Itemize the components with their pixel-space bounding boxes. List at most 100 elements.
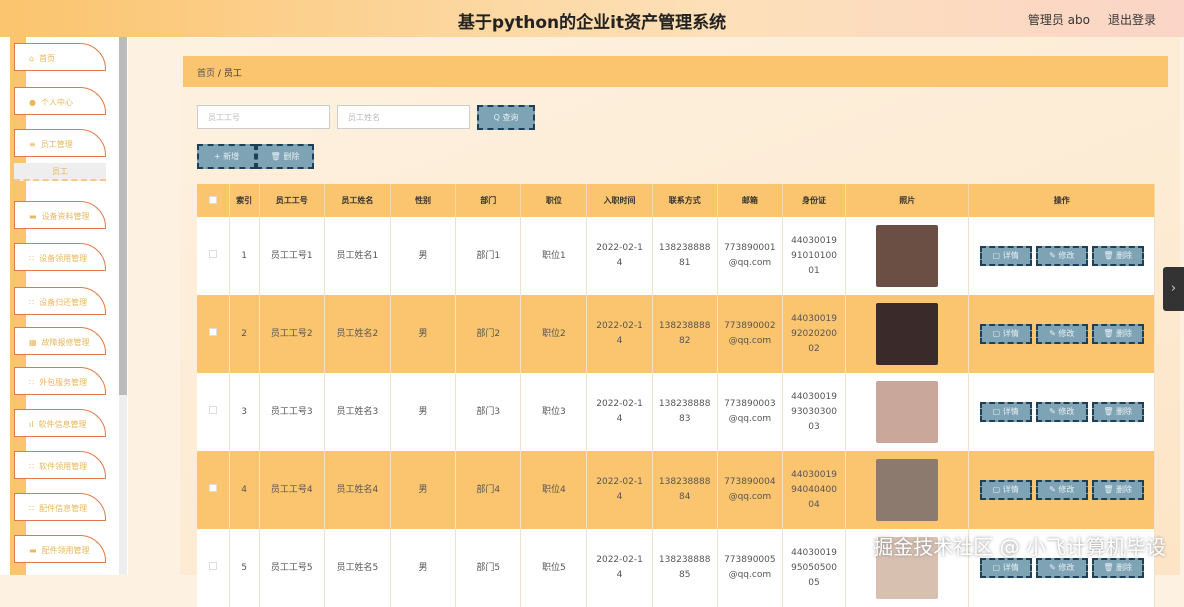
- column-header[interactable]: 员工姓名: [324, 184, 391, 217]
- employee-photo: [876, 225, 939, 287]
- sidebar-item-9[interactable]: ∷ 软件领用管理: [14, 451, 106, 479]
- delete-button[interactable]: 🗑 删除: [1091, 246, 1144, 266]
- cell-name: 员工姓名5: [324, 529, 391, 607]
- search-button[interactable]: Q 查询: [477, 105, 535, 130]
- sidebar-item-label: 设备归还管理: [39, 298, 88, 307]
- row-select-cell[interactable]: [197, 373, 230, 451]
- top-header: 基于python的企业it资产管理系统 管理员 abo 退出登录: [0, 0, 1184, 37]
- sidebar-item-8[interactable]: ıl 软件信息管理: [14, 409, 106, 437]
- breadcrumb: 首页 / 员工: [183, 56, 1168, 87]
- add-button[interactable]: + 新增: [197, 144, 256, 169]
- device-icon: ▬: [29, 546, 37, 555]
- sidebar-item-5[interactable]: ∷ 设备归还管理: [14, 287, 106, 315]
- logout-link[interactable]: 退出登录: [1107, 13, 1156, 27]
- cell-name: 员工姓名2: [324, 295, 391, 373]
- sidebar-item-11[interactable]: ▬ 配件领用管理: [14, 535, 106, 563]
- sidebar-item-0[interactable]: ⌂ 首页: [14, 43, 106, 71]
- column-header[interactable]: 员工工号: [259, 184, 325, 217]
- sidebar-item-label: 设备领用管理: [39, 254, 88, 263]
- column-header[interactable]: 邮箱: [717, 184, 783, 217]
- delete-button[interactable]: 🗑 删除: [1091, 558, 1144, 578]
- edit-button[interactable]: ✎ 修改: [1035, 480, 1088, 500]
- sidebar-item-3[interactable]: ▬ 设备资料管理: [14, 201, 106, 229]
- row-checkbox[interactable]: [208, 327, 217, 336]
- edit-button[interactable]: ✎ 修改: [1035, 324, 1088, 344]
- cell-idcard: 440300199101010001: [782, 217, 847, 295]
- column-header[interactable]: 部门: [455, 184, 522, 217]
- sidebar-item-6[interactable]: ▦ 故障报修管理: [14, 327, 106, 355]
- sidebar-item-4[interactable]: ∷ 设备领用管理: [14, 243, 106, 271]
- cell-phone: 13823888881: [652, 217, 718, 295]
- select-all-header[interactable]: [197, 184, 230, 217]
- cell-gender: 男: [390, 451, 457, 529]
- cell-position: 职位5: [520, 529, 588, 607]
- sidebar-item-label: 软件信息管理: [38, 420, 87, 429]
- cell-index: 5: [229, 529, 260, 607]
- detail-button[interactable]: ▢ 详情: [979, 558, 1032, 578]
- cell-name: 员工姓名4: [324, 451, 391, 529]
- cell-position: 职位4: [520, 451, 588, 529]
- breadcrumb-home[interactable]: 首页: [197, 69, 216, 79]
- employee-photo: [876, 459, 939, 521]
- cell-date: 2022-02-14: [586, 295, 653, 373]
- sidebar: ⌂ 首页 ● 个人中心 ≡ 员工管理 ▬ 设备资料管理 ∷ 设备领用管理 ∷ 设备归还管理 ▦ 故障报修管…: [0, 37, 128, 575]
- delete-button[interactable]: 🗑 删除: [1091, 480, 1144, 500]
- cell-id: 员工工号5: [259, 529, 325, 607]
- cell-actions: ▢ 详情 ✎ 修改 🗑 删除: [968, 451, 1155, 529]
- delete-button[interactable]: 🗑 删除: [1091, 324, 1144, 344]
- sidebar-scroll-thumb[interactable]: [119, 37, 127, 395]
- cell-date: 2022-02-14: [586, 529, 653, 607]
- sidebar-item-label: 首页: [39, 54, 56, 63]
- select-all-checkbox[interactable]: [208, 195, 217, 204]
- employee-name-input[interactable]: 员工姓名: [337, 105, 470, 129]
- detail-button[interactable]: ▢ 详情: [979, 402, 1032, 422]
- watermark: 掘金技术社区 @ 小飞计算机毕设: [873, 535, 1166, 559]
- cell-id: 员工工号2: [259, 295, 325, 373]
- cell-index: 1: [229, 217, 260, 295]
- column-header[interactable]: 入职时间: [586, 184, 653, 217]
- edit-button[interactable]: ✎ 修改: [1035, 402, 1088, 422]
- cell-position: 职位2: [520, 295, 588, 373]
- cell-actions: ▢ 详情 ✎ 修改 🗑 删除: [968, 295, 1155, 373]
- sidebar-item-2[interactable]: ≡ 员工管理: [14, 129, 106, 157]
- column-header: 索引: [229, 184, 260, 217]
- cell-position: 职位3: [520, 373, 588, 451]
- column-header[interactable]: 性别: [390, 184, 457, 217]
- cell-photo: [845, 295, 970, 373]
- grid-icon: ∷: [29, 504, 35, 513]
- employee-id-input[interactable]: 员工工号: [197, 105, 330, 129]
- row-select-cell[interactable]: [197, 451, 230, 529]
- edit-button[interactable]: ✎ 修改: [1035, 558, 1088, 578]
- row-checkbox[interactable]: [208, 249, 217, 258]
- row-select-cell[interactable]: [197, 529, 230, 607]
- column-header[interactable]: 身份证: [782, 184, 847, 217]
- cell-idcard: 440300199303030003: [782, 373, 847, 451]
- sidebar-item-label: 员工管理: [40, 140, 73, 149]
- row-checkbox[interactable]: [208, 561, 217, 570]
- delete-button[interactable]: 🗑 删除: [1091, 402, 1144, 422]
- sidebar-subitem-employee[interactable]: 员工: [14, 163, 106, 181]
- column-header[interactable]: 联系方式: [652, 184, 718, 217]
- sidebar-item-label: 软件领用管理: [39, 462, 88, 471]
- sidebar-item-7[interactable]: ∷ 外包服务管理: [14, 367, 106, 395]
- cell-dept: 部门2: [455, 295, 522, 373]
- cell-email: 773890001@qq.com: [717, 217, 783, 295]
- table-row: 4 员工工号4 员工姓名4 男部门4 职位4 2022-02-14 13823888884 7…: [197, 451, 1155, 529]
- row-checkbox[interactable]: [208, 483, 217, 492]
- detail-button[interactable]: ▢ 详情: [979, 324, 1032, 344]
- sidebar-item-10[interactable]: ∷ 配件信息管理: [14, 493, 106, 521]
- column-header[interactable]: 职位: [520, 184, 588, 217]
- row-select-cell[interactable]: [197, 295, 230, 373]
- edit-button[interactable]: ✎ 修改: [1035, 246, 1088, 266]
- row-checkbox[interactable]: [208, 405, 217, 414]
- user-icon: ●: [29, 98, 36, 107]
- expand-panel-button[interactable]: ›: [1163, 267, 1184, 311]
- detail-button[interactable]: ▢ 详情: [979, 246, 1032, 266]
- cell-idcard: 440300199404040004: [782, 451, 847, 529]
- cell-date: 2022-02-14: [586, 451, 653, 529]
- detail-button[interactable]: ▢ 详情: [979, 480, 1032, 500]
- bulk-delete-button[interactable]: 🗑 删除: [256, 144, 314, 169]
- sidebar-item-1[interactable]: ● 个人中心: [14, 87, 106, 115]
- grid-icon: ∷: [29, 298, 35, 307]
- row-select-cell[interactable]: [197, 217, 230, 295]
